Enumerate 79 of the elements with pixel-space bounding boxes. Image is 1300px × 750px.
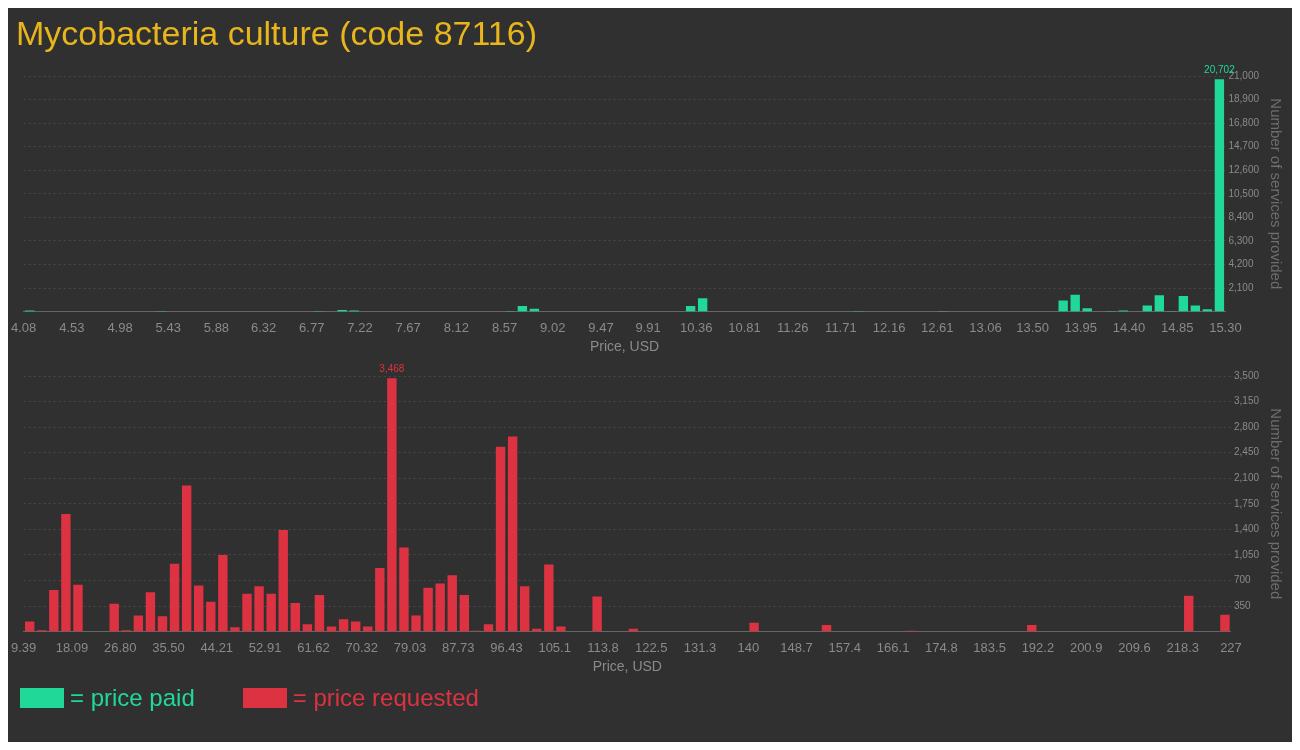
y-tick-label: 12,600 [1228,163,1260,175]
x-tick-label: 8.12 [443,319,470,335]
x-tick-label: 9.39 [10,639,37,655]
x-tick-label: 11.71 [825,319,857,335]
y-axis-title: Number of services provided [1267,98,1285,290]
x-axis-title: Price, USD [589,338,660,355]
x-tick-label: 192.2 [1021,639,1055,655]
y-tick-label: 2,100 [1228,281,1254,293]
y-tick-label: 8,400 [1228,211,1254,223]
y-tick-label: 3,150 [1233,395,1260,407]
legend-label: = price requested [292,684,479,712]
y-tick-label: 10,500 [1228,187,1260,199]
x-tick-label: 105.1 [538,639,571,655]
x-tick-label: 9.02 [540,319,566,335]
x-tick-label: 140 [737,639,760,655]
x-tick-label: 113.8 [587,639,619,655]
y-tick-label: 18,900 [1228,93,1260,105]
x-tick-label: 122.5 [634,639,668,655]
x-tick-label: 131.3 [683,639,717,655]
x-tick-label: 61.62 [297,639,330,655]
x-tick-label: 157.4 [828,639,862,655]
x-tick-label: 200.9 [1069,639,1103,655]
x-tick-label: 10.81 [728,319,761,335]
x-tick-label: 12.61 [921,319,954,335]
x-tick-label: 5.43 [155,319,181,335]
x-tick-label: 4.53 [59,319,85,335]
y-tick-label: 16,800 [1228,116,1260,128]
x-tick-label: 7.67 [395,319,421,335]
y-tick-label: 1,750 [1233,497,1260,509]
x-tick-label: 6.77 [299,319,325,335]
x-tick-label: 4.98 [107,319,133,335]
x-tick-label: 15.30 [1209,319,1242,335]
legend-label: = price paid [70,684,195,712]
x-tick-label: 183.5 [973,639,1006,655]
x-tick-label: 13.95 [1064,319,1098,335]
y-tick-label: 1,050 [1233,548,1260,560]
x-tick-label: 96.43 [490,639,523,655]
x-tick-label: 9.47 [588,319,614,335]
x-tick-label: 227 [1220,639,1242,655]
x-tick-label: 52.91 [248,639,282,655]
x-tick-label: 79.03 [393,639,427,655]
y-tick-label: 4,200 [1228,258,1254,270]
y-tick-label: 1,400 [1233,523,1260,535]
x-tick-label: 4.08 [10,319,37,335]
y-tick-label: 3,500 [1233,369,1260,381]
y-tick-label: 350 [1233,599,1252,611]
x-tick-label: 14.85 [1160,319,1194,335]
x-tick-label: 174.8 [925,639,958,655]
x-axis-title: Price, USD [592,658,662,675]
x-tick-label: 12.16 [872,319,906,335]
y-tick-label: 2,450 [1233,446,1260,458]
x-tick-label: 9.91 [635,319,661,335]
x-tick-label: 7.22 [347,319,373,335]
x-tick-label: 87.73 [442,639,475,655]
x-tick-label: 11.26 [776,319,809,335]
annotation: 3,468 [379,363,405,375]
x-tick-label: 5.88 [203,319,230,335]
y-tick-label: 2,100 [1233,471,1260,483]
x-tick-label: 166.1 [876,639,910,655]
x-tick-label: 26.80 [103,639,137,655]
x-tick-label: 13.06 [969,319,1002,335]
y-tick-label: 14,700 [1228,140,1260,152]
x-tick-label: 218.3 [1166,639,1199,655]
x-tick-label: 209.6 [1118,639,1151,655]
x-tick-label: 14.40 [1112,319,1146,335]
x-tick-label: 18.09 [55,639,89,655]
y-tick-label: 700 [1233,574,1252,586]
x-tick-label: 70.32 [345,639,378,655]
x-tick-label: 35.50 [152,639,185,655]
x-tick-label: 8.57 [491,319,518,335]
y-axis-title: Number of services provided [1267,408,1285,600]
y-tick-label: 2,800 [1233,420,1260,432]
x-tick-label: 44.21 [200,639,234,655]
chart-title: Mycobacteria culture (code 87116) [15,13,538,54]
x-tick-label: 13.50 [1016,319,1049,335]
x-tick-label: 148.7 [780,639,813,655]
x-tick-label: 10.36 [680,319,713,335]
x-tick-label: 6.32 [250,319,277,335]
y-tick-label: 6,300 [1228,234,1254,246]
